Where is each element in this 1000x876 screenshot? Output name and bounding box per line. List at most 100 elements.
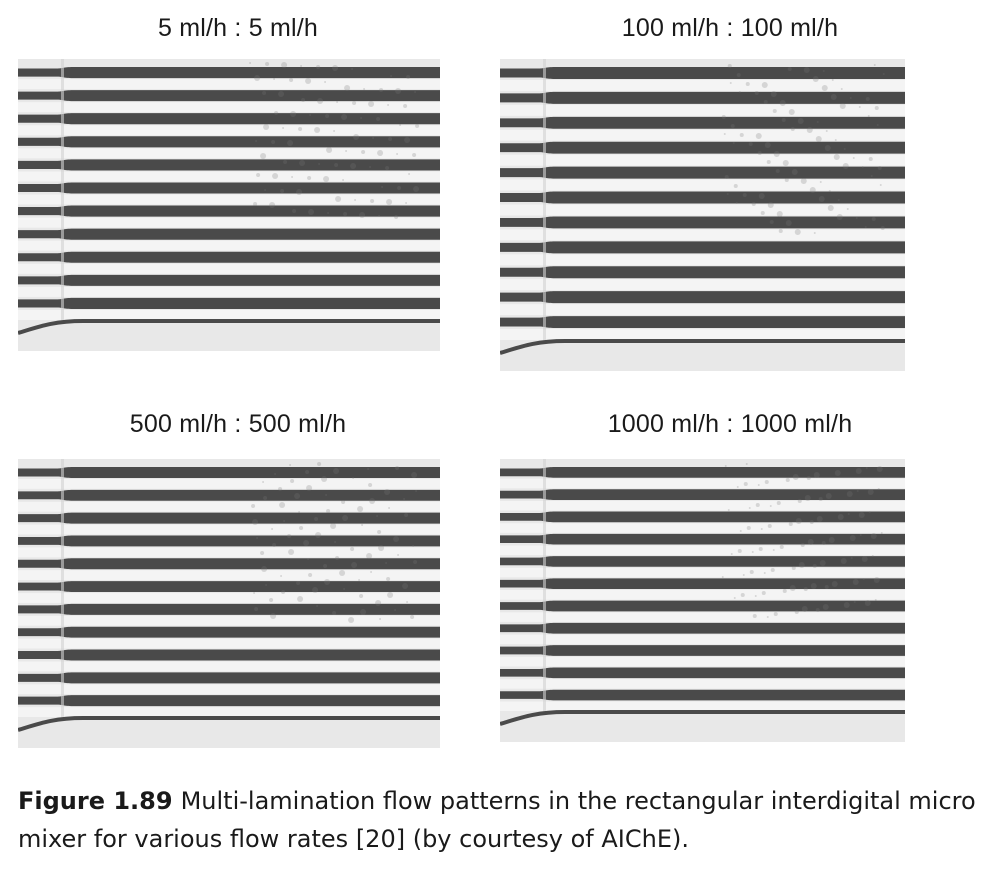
- dark-lamella: [18, 695, 440, 707]
- speckle: [370, 199, 375, 203]
- speckle: [806, 476, 811, 480]
- speckle: [737, 549, 742, 553]
- speckle: [833, 154, 840, 160]
- speckle: [797, 118, 804, 124]
- speckle: [255, 140, 258, 142]
- speckle: [256, 537, 259, 539]
- light-lamella: [18, 102, 440, 113]
- light-lamella: [18, 593, 440, 603]
- light-lamella: [18, 79, 440, 90]
- speckle: [871, 217, 876, 221]
- speckle: [350, 163, 357, 169]
- light-lamella: [500, 104, 905, 116]
- speckle: [357, 506, 364, 512]
- speckle: [766, 616, 769, 618]
- speckle: [761, 591, 766, 595]
- light-lamella: [500, 500, 905, 511]
- speckle: [730, 553, 733, 555]
- speckle: [318, 163, 321, 165]
- speckle: [395, 466, 400, 470]
- panel-title: 1000 ml/h : 1000 ml/h: [607, 410, 853, 438]
- speckle: [271, 528, 274, 530]
- speckle: [773, 612, 778, 616]
- speckle: [855, 468, 862, 474]
- speckle: [821, 541, 826, 545]
- speckle: [751, 551, 754, 553]
- dark-lamella: [18, 136, 440, 148]
- speckle: [812, 564, 817, 568]
- dark-lamella: [18, 626, 440, 638]
- stripe-pattern: [500, 459, 905, 742]
- speckle: [316, 65, 321, 69]
- light-lamella: [500, 179, 905, 191]
- speckle: [379, 618, 382, 620]
- panel-title: 500 ml/h : 500 ml/h: [129, 410, 347, 438]
- speckle: [403, 104, 408, 108]
- speckle: [755, 133, 762, 139]
- speckle: [413, 186, 420, 192]
- speckle: [315, 532, 322, 538]
- speckle: [797, 499, 802, 503]
- speckle: [810, 583, 817, 589]
- light-lamella: [18, 286, 440, 297]
- speckle: [411, 472, 418, 478]
- speckle: [757, 151, 762, 155]
- speckle: [260, 153, 267, 159]
- light-lamella: [18, 148, 440, 159]
- speckle: [726, 193, 729, 195]
- speckle: [372, 137, 375, 139]
- speckle: [736, 486, 739, 488]
- speckle: [307, 176, 312, 180]
- speckle: [274, 111, 279, 115]
- dark-lamella: [18, 297, 440, 309]
- speckle: [877, 166, 882, 170]
- speckle: [289, 78, 294, 82]
- light-lamella: [500, 478, 905, 489]
- speckle: [321, 476, 328, 482]
- light-lamella: [18, 661, 440, 672]
- speckle: [299, 526, 304, 530]
- speckle: [361, 524, 364, 526]
- speckle: [837, 514, 844, 520]
- speckle: [745, 82, 750, 86]
- speckle: [831, 581, 838, 587]
- dark-lamella: [18, 205, 440, 217]
- speckle: [260, 551, 265, 555]
- light-lamella: [18, 194, 440, 205]
- speckle: [406, 75, 411, 79]
- light-lamella: [18, 524, 440, 535]
- speckle: [332, 611, 337, 615]
- speckle: [839, 103, 846, 109]
- speckle: [324, 81, 327, 83]
- speckle: [334, 541, 337, 543]
- speckle: [806, 127, 813, 133]
- dark-lamella: [18, 251, 440, 263]
- dark-lamella: [500, 166, 905, 179]
- speckle: [404, 513, 409, 517]
- light-lamella: [18, 217, 440, 228]
- panel-5-ml-h: 5 ml/h : 5 ml/h: [0, 0, 460, 370]
- speckle: [335, 196, 342, 202]
- speckle: [253, 202, 258, 206]
- light-lamella: [18, 478, 440, 489]
- speckle: [300, 65, 303, 67]
- speckle: [283, 160, 288, 164]
- speckle: [733, 597, 736, 599]
- light-lamella: [18, 263, 440, 274]
- dark-lamella: [500, 622, 905, 634]
- speckle: [377, 530, 382, 534]
- speckle: [289, 464, 292, 466]
- figure-label: Figure 1.89: [18, 787, 173, 815]
- speckle: [308, 573, 313, 577]
- speckle: [770, 91, 777, 97]
- speckle: [803, 587, 808, 591]
- speckle: [415, 490, 418, 492]
- speckle: [273, 78, 276, 80]
- speckle: [279, 502, 286, 508]
- speckle: [754, 91, 759, 95]
- speckle: [877, 488, 880, 490]
- speckle: [847, 513, 850, 515]
- speckle: [386, 199, 393, 205]
- flow-micrograph: [18, 59, 440, 351]
- speckle: [358, 579, 361, 581]
